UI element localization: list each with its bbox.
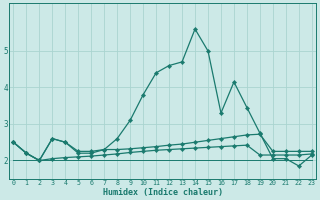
X-axis label: Humidex (Indice chaleur): Humidex (Indice chaleur) — [103, 188, 223, 197]
